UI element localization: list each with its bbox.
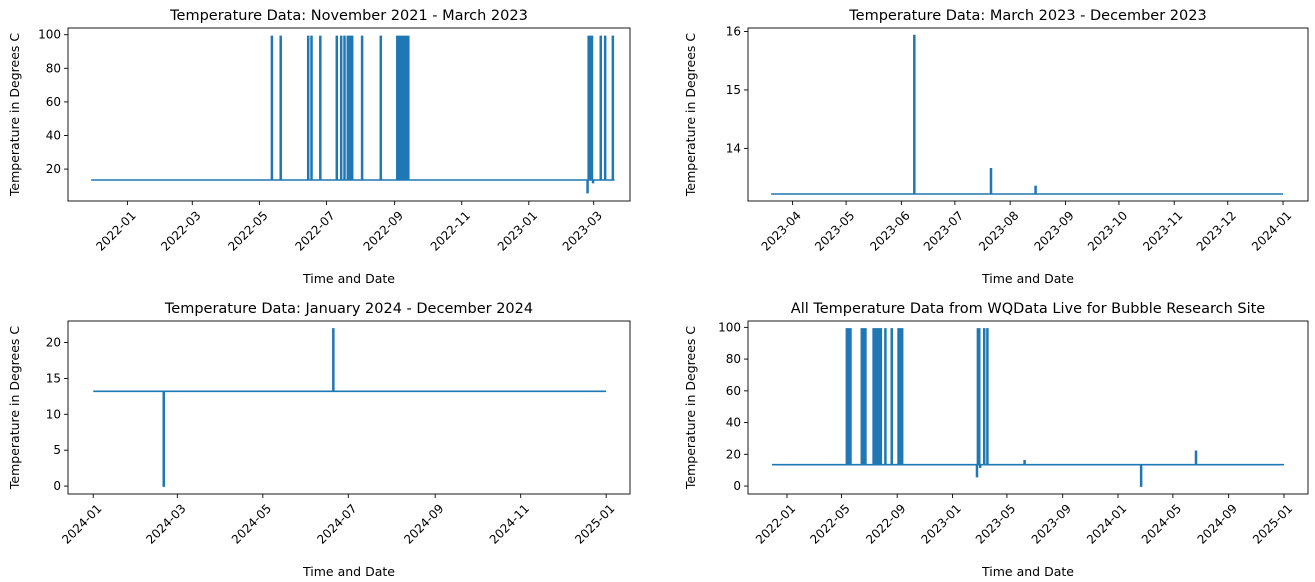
x-tick-label: 2024-01	[1084, 501, 1129, 546]
x-tick-label: 2024-01	[1249, 208, 1294, 253]
chart-title: Temperature Data: March 2023 - December …	[848, 8, 1206, 24]
y-axis-label: Temperature in Degrees C	[7, 33, 22, 198]
x-tick-label: 2024-01	[59, 501, 104, 546]
y-tick-label: 0	[53, 479, 61, 493]
x-tick-label: 2023-05	[812, 208, 857, 253]
x-axis-label: Time and Date	[981, 271, 1074, 286]
subplot-4: 0 20 40 60 80 100 2022-01 2022-05 2022-09 2023-01…	[683, 301, 1309, 579]
axes-frame	[67, 27, 631, 202]
x-tick-label: 2023-08	[976, 208, 1021, 253]
y-axis-label: Temperature in Degrees C	[7, 326, 22, 491]
x-tick-label: 2023-03	[560, 208, 605, 253]
x-tick-label: 2023-12	[1194, 208, 1239, 253]
series-line	[93, 328, 607, 487]
series-line	[91, 35, 615, 194]
x-tick-label: 2024-05	[229, 501, 274, 546]
x-tick-label: 2025-01	[572, 501, 617, 546]
y-tick-label: 80	[726, 352, 741, 366]
chart-title: All Temperature Data from WQData Live fo…	[791, 301, 1266, 317]
x-tick-label: 2023-06	[867, 208, 912, 253]
y-tick-label: 5	[53, 443, 61, 457]
x-tick-label: 2024-09	[1195, 501, 1240, 546]
y-tick-label: 0	[733, 479, 741, 493]
y-tick-label: 15	[46, 371, 61, 385]
x-tick-label: 2023-05	[973, 501, 1018, 546]
x-tick-label: 2023-04	[759, 208, 804, 253]
y-tick-label: 20	[46, 162, 61, 176]
x-axis-label: Time and Date	[302, 271, 395, 286]
axes-frame	[747, 320, 1309, 495]
y-tick-label: 60	[46, 95, 61, 109]
x-tick-label: 2024-09	[401, 501, 446, 546]
y-tick-label: 20	[726, 447, 741, 461]
x-tick-label: 2022-01	[93, 208, 138, 253]
x-tick-label: 2022-09	[361, 208, 406, 253]
x-tick-label: 2023-09	[1031, 208, 1076, 253]
y-tick-label: 10	[46, 407, 61, 421]
axes-frame	[67, 320, 631, 495]
x-tick-label: 2022-11	[428, 208, 473, 253]
x-tick-label: 2024-05	[1139, 501, 1184, 546]
series-line	[772, 328, 1284, 487]
chart-title: Temperature Data: January 2024 - Decembe…	[164, 301, 533, 317]
x-tick-label: 2025-01	[1250, 501, 1295, 546]
x-axis-label: Time and Date	[302, 564, 395, 579]
x-tick-label: 2022-01	[753, 501, 798, 546]
y-tick-label: 40	[46, 128, 61, 142]
x-tick-label: 2023-01	[918, 501, 963, 546]
y-tick-label: 100	[718, 320, 741, 334]
y-axis-label: Temperature in Degrees C	[683, 326, 698, 491]
series-line	[771, 34, 1284, 195]
y-axis-label: Temperature in Degrees C	[683, 33, 698, 198]
x-tick-label: 2022-05	[225, 208, 270, 253]
x-tick-label: 2023-07	[921, 208, 966, 253]
x-tick-label: 2022-09	[863, 501, 908, 546]
x-tick-label: 2022-07	[292, 208, 337, 253]
x-tick-label: 2023-10	[1085, 208, 1130, 253]
chart-title: Temperature Data: November 2021 - March …	[169, 8, 528, 24]
x-tick-label: 2024-07	[314, 501, 359, 546]
x-tick-label: 2022-05	[807, 501, 852, 546]
x-tick-label: 2024-11	[487, 501, 532, 546]
axes-frame	[747, 27, 1309, 202]
y-tick-label: 20	[46, 336, 61, 350]
y-tick-label: 60	[726, 384, 741, 398]
x-tick-label: 2024-03	[143, 501, 188, 546]
subplot-3: 0 5 10 15 20 2024-01 2024-03 2024-05 2024-07 2024…	[7, 301, 631, 579]
y-tick-label: 80	[46, 61, 61, 75]
x-axis-label: Time and Date	[981, 564, 1074, 579]
x-tick-label: 2023-01	[495, 208, 540, 253]
x-tick-label: 2022-03	[158, 208, 203, 253]
y-tick-label: 14	[726, 141, 741, 155]
subplot-1: 20 40 60 80 100 2022-01 2022-03 2022-05 2022-07 2…	[7, 8, 631, 286]
y-tick-label: 100	[38, 28, 61, 42]
y-tick-label: 40	[726, 416, 741, 430]
y-tick-label: 16	[726, 25, 741, 39]
x-tick-label: 2023-09	[1029, 501, 1074, 546]
y-tick-label: 15	[726, 83, 741, 97]
x-tick-label: 2023-11	[1140, 208, 1185, 253]
